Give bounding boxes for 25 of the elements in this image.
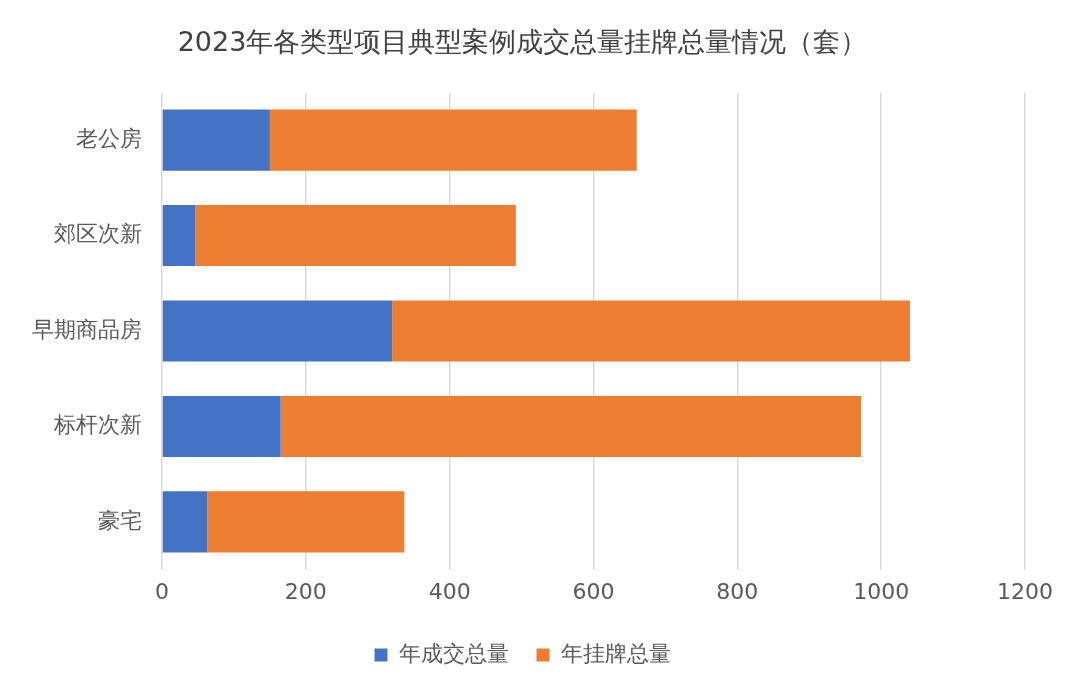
bar (162, 491, 208, 553)
bar (195, 205, 516, 267)
y-tick-label: 豪宅 (98, 507, 142, 533)
legend-label: 年成交总量 (398, 640, 509, 666)
y-tick-label: 早期商品房 (32, 316, 142, 342)
bar (162, 109, 270, 171)
y-tick-label: 标杆次新 (53, 412, 142, 438)
chart-title: 2023年各类型项目典型案例成交总量挂牌总量情况（套） (177, 26, 868, 58)
x-tick-label: 600 (572, 578, 615, 604)
legend-label: 年挂牌总量 (560, 640, 671, 666)
x-tick-label: 1000 (853, 578, 910, 604)
bar (162, 300, 393, 362)
bar (269, 109, 637, 171)
x-tick-label: 800 (716, 578, 759, 604)
bar (207, 491, 405, 553)
y-tick-label: 郊区次新 (54, 221, 142, 247)
bar (280, 395, 862, 457)
x-tick-label: 200 (284, 578, 327, 604)
x-tick-label: 0 (155, 578, 169, 604)
x-tick-label: 1200 (997, 578, 1053, 604)
y-tick-label: 老公房 (76, 125, 142, 151)
bar (162, 395, 281, 457)
bar (392, 300, 910, 362)
x-tick-label: 400 (428, 578, 471, 604)
bar (162, 205, 196, 267)
